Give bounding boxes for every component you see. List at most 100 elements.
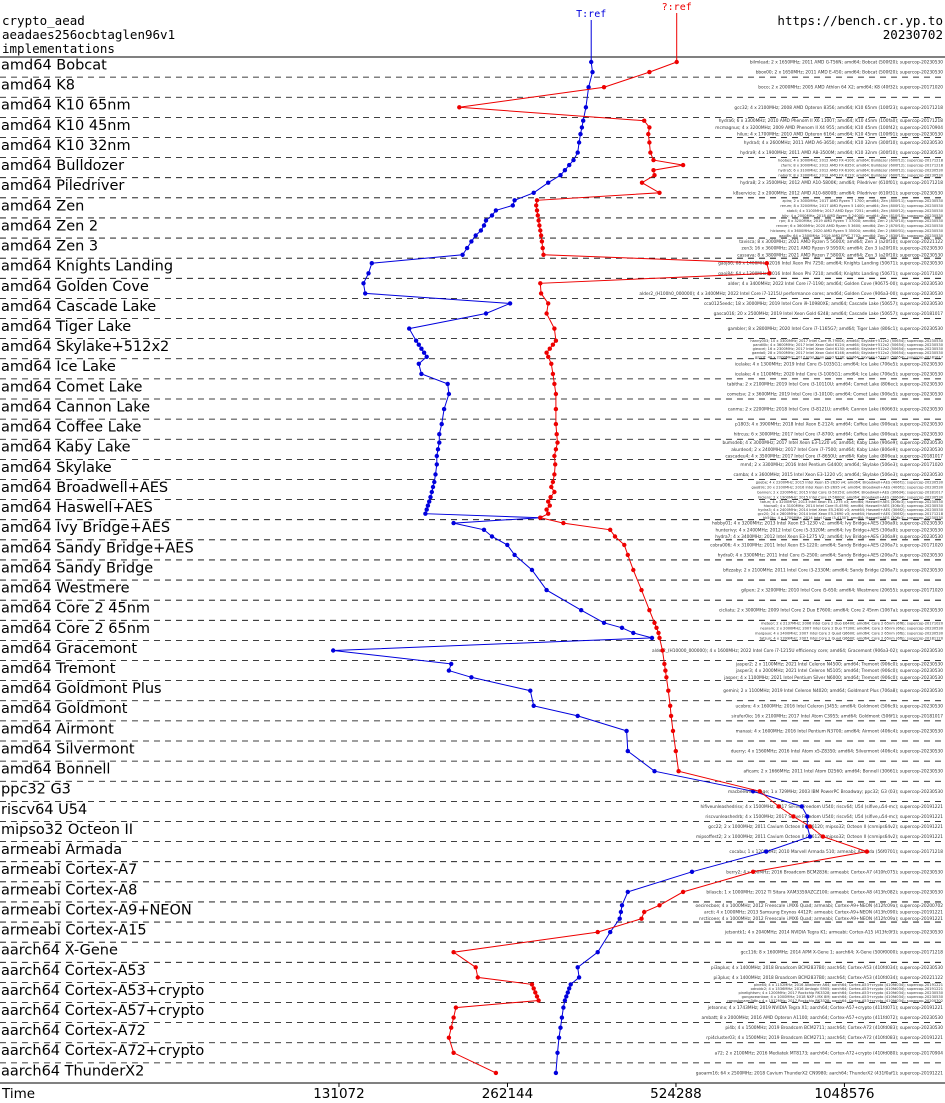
machine-desc: gcc116; 8 x 1600MHz; 2014 APM X-Gene 1; …: [741, 950, 944, 956]
group-label: amd64 Silvermont: [1, 741, 135, 757]
machine-desc: cicliatu; 2 x 3000MHz; 2009 Intel Core 2…: [719, 608, 943, 614]
header-line-1: crypto_aead: [2, 13, 85, 28]
data-point: [538, 291, 544, 296]
data-point: [451, 1015, 456, 1020]
data-point: [421, 350, 427, 355]
data-point: [505, 542, 510, 548]
data-point: [538, 233, 544, 238]
data-point: [507, 301, 513, 306]
machine-group: aarch64 Cortex-A72+crypto a72; 2 x 2100MH…: [0, 1043, 945, 1064]
machine-desc: mm4; 2 x 3300MHz; 2016 Intel Pentium G44…: [740, 462, 943, 468]
machine-group: amd64 Haswell+AES tatun; 4 x 3200MHz; 201…: [0, 500, 945, 520]
x-axis-label: Time: [1, 1086, 35, 1102]
machine-desc: giexcel; 16 x 2300MHz; 2017 Intel Xeon G…: [753, 347, 944, 351]
data-point: [449, 661, 454, 667]
data-point: [544, 587, 549, 593]
group-label: amd64 K10 32nm: [1, 138, 131, 154]
data-point: [581, 118, 586, 123]
group-label: aarch64 Cortex-A53: [1, 963, 146, 979]
machine-group: aarch64 ThunderX2 gaoarm16; 64 x 2500MHz;…: [0, 1063, 945, 1084]
machine-desc: gcc20; 24 x 2600MHz; 2014 Intel Xeon E5-…: [758, 512, 944, 516]
data-point: [536, 218, 541, 223]
data-point: [601, 620, 607, 625]
data-point: [625, 552, 630, 558]
data-point: [646, 131, 651, 137]
data-point: [432, 479, 437, 485]
group-label: amd64 Knights Landing: [1, 259, 173, 275]
machine-desc: hydra6; 6 x 3300MHz; 2010 AMD Phenom II …: [719, 118, 944, 124]
data-point: [540, 245, 545, 251]
data-point: [445, 381, 450, 387]
header-line-3: implementations: [2, 41, 115, 56]
data-point: [612, 534, 618, 539]
data-point: [544, 507, 549, 512]
group-label: aarch64 Cortex-A57+crypto: [1, 1003, 204, 1019]
machine-desc: bannen; 2 x 2200MHz; 2015 Intel Core i3-…: [757, 491, 943, 495]
data-point: [631, 630, 636, 636]
group-label: riscv64 U54: [1, 802, 87, 818]
machine-desc: hydra7; 4 x 3400MHz; 2012 Intel Xeon E3-…: [715, 534, 943, 540]
group-label: amd64 Core 2 65nm: [1, 621, 150, 637]
data-point: [567, 162, 572, 168]
series-label: T:ref: [576, 9, 606, 20]
data-point: [493, 1070, 499, 1076]
data-point: [419, 371, 424, 377]
machine-group: amd64 Bulldozer hoobes; 4 x 3000MHz; 2012…: [0, 158, 945, 179]
machine-group: armeabi Cortex-A9+NEON oecirecboe; 4 x 10…: [0, 902, 945, 923]
x-tick-label: 524288: [650, 1086, 702, 1102]
data-point: [657, 903, 662, 908]
data-point: [561, 1005, 566, 1010]
data-point: [512, 198, 517, 203]
data-point: [531, 190, 536, 195]
data-point: [647, 608, 652, 613]
machine-group: mipso32 Octeon II gcc22; 2 x 1000MHz; 201…: [0, 822, 945, 842]
header-url: https://bench.cr.yp.to: [777, 13, 943, 28]
machine-desc: icelake; 4 x 1100MHz; 2020 Intel Core i3…: [735, 371, 944, 377]
data-point: [552, 472, 557, 477]
data-point: [562, 168, 568, 173]
data-point: [546, 354, 551, 359]
data-point: [366, 271, 371, 276]
machine-desc: tatun; 4 x 3200MHz; 2013 Intel Xeon E3-1…: [760, 500, 943, 504]
machine-desc: jasper2; 2 x 1100MHz; 2021 Intel Celeron…: [735, 661, 943, 667]
group-label: amd64 Golden Cove: [1, 279, 149, 295]
data-point: [423, 511, 428, 516]
data-point: [647, 140, 652, 145]
machine-desc: hydra8; 2 x 3500MHz; 2012 AMD A10-5800K;…: [740, 180, 943, 186]
data-point: [437, 432, 442, 437]
data-point: [531, 986, 536, 991]
machine-desc: hk50tc; 4 x 1700MHz; 2014 Intel Core i3-…: [763, 516, 944, 520]
machine-group: amd64 Tremont jasper2; 2 x 1100MHz; 2021 …: [0, 661, 945, 682]
data-point: [579, 125, 585, 130]
data-point: [446, 391, 452, 397]
data-point: [663, 668, 668, 673]
data-point: [481, 527, 487, 532]
data-point: [413, 338, 419, 343]
machine-desc: zpiro; 2 x 3000MHz; 2017 AMD Ryzen 7 170…: [782, 199, 943, 203]
data-point: [528, 688, 533, 693]
machine-desc: hilv; 4 x 2000MHz; 2018 AMD Ryzen 5 2400…: [782, 214, 944, 218]
machine-desc: rpn; 8 x 3200MHz; 2019 AMD Ryzen 7 3700X…: [779, 219, 943, 223]
machine-group: amd64 Silvermont duerry; 4 x 1560MHz; 201…: [0, 741, 945, 762]
machine-group: amd64 Knights Landing gaoj86; 68 x 1400MH…: [0, 259, 945, 279]
group-label: aarch64 X-Gene: [1, 943, 118, 959]
data-point: [549, 361, 554, 366]
machine-desc: gemini; 2 x 1100MHz; 2019 Intel Celeron …: [723, 688, 943, 694]
data-point: [552, 326, 557, 331]
data-point: [535, 213, 540, 218]
data-point: [555, 440, 560, 445]
group-label: amd64 Bonnell: [1, 762, 110, 778]
machine-desc: rerum; 8 x 3200MHz; 2017 AMD Ryzen 5 140…: [780, 204, 943, 208]
data-point: [668, 713, 674, 719]
machine-group: amd64 Goldmont Plus gemini; 2 x 1100MHz; …: [0, 681, 945, 702]
machine-desc: gcc32; 4 x 2100MHz; 2008 AMD Opteron 835…: [734, 105, 943, 111]
group-label: amd64 Coffee Lake: [1, 420, 142, 436]
data-point: [416, 342, 421, 347]
machine-desc: rpi4cluster03; 4 x 1500MHz; 2019 Broadco…: [706, 1035, 943, 1041]
header-line-2: aeadaes256ocbtaglen96v1: [2, 27, 175, 42]
group-label: amd64 Zen 2: [1, 218, 98, 234]
machine-desc: hobby01; 4 x 3200MHz; 2013 Intel Xeon E3…: [712, 521, 943, 527]
machine-desc: tabitha; 2 x 2100MHz; 2019 Intel Core i3…: [727, 381, 943, 387]
x-tick-label: 262144: [482, 1086, 534, 1102]
data-point: [534, 208, 540, 213]
